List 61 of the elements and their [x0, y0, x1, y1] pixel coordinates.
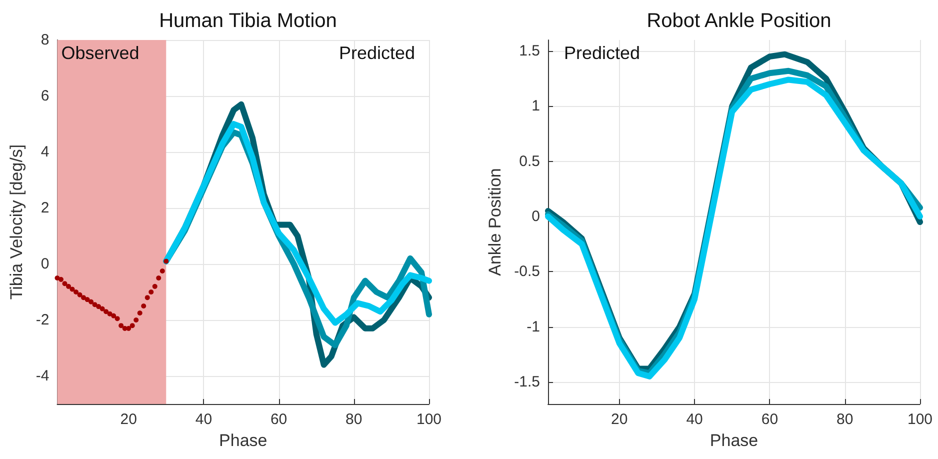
x-tick-label: 80	[346, 411, 362, 428]
point	[58, 276, 64, 282]
y-tick-label: 8	[40, 32, 50, 48]
point	[130, 323, 135, 328]
point	[70, 286, 75, 292]
x-tick-label: 20	[611, 411, 628, 428]
y-tick-label: -4	[36, 368, 50, 384]
chart-title: Robot Ankle Position	[646, 10, 832, 32]
y-tick-label: 1.5	[519, 42, 540, 60]
point	[81, 295, 86, 300]
point	[148, 290, 154, 294]
point	[74, 290, 79, 294]
y-tick-label: 0	[40, 256, 50, 272]
x-tick-label: 20	[120, 411, 137, 428]
x-tick-label: 60	[270, 411, 288, 428]
chart-title: Human Tibia Motion	[159, 10, 337, 32]
point	[66, 284, 72, 289]
point	[152, 284, 158, 289]
point	[62, 281, 68, 286]
y-tick-label: 0.5	[519, 152, 540, 170]
point	[164, 258, 169, 264]
point	[160, 268, 165, 274]
x-axis-title: Phase	[710, 430, 758, 450]
point	[54, 276, 60, 280]
point	[114, 316, 120, 322]
point	[100, 306, 105, 312]
point	[118, 323, 124, 328]
y-tick-label: 0	[532, 208, 540, 225]
point	[92, 302, 98, 308]
x-tick-label: 100	[416, 411, 442, 428]
point	[88, 299, 94, 304]
point	[141, 304, 146, 308]
y-axis-title: Tibia Velocity [deg/s]	[7, 144, 26, 300]
y-tick-label: -0.5	[514, 263, 540, 280]
point	[111, 313, 116, 318]
y-tick-label: 6	[40, 88, 50, 104]
x-tick-label: 40	[195, 411, 212, 428]
y-tick-label: 1	[532, 98, 540, 115]
annotation: Predicted	[338, 43, 416, 63]
point	[126, 326, 132, 331]
point	[104, 309, 109, 314]
point	[144, 295, 150, 300]
point	[137, 310, 142, 316]
x-tick-label: 80	[836, 411, 854, 428]
y-axis-title: Ankle Position	[485, 168, 504, 276]
point	[156, 276, 162, 280]
x-tick-label: 60	[761, 411, 778, 428]
y-tick-label: -2	[36, 312, 50, 328]
x-axis-title: Phase	[219, 430, 268, 450]
y-tick-label: -1	[526, 318, 540, 336]
point	[134, 318, 139, 322]
band-label: Observed	[61, 43, 140, 63]
y-tick-label: -1.5	[514, 373, 540, 390]
y-tick-label: 2	[40, 200, 50, 216]
point	[96, 304, 102, 310]
point	[84, 297, 90, 302]
x-tick-label: 40	[686, 411, 703, 428]
point	[77, 292, 82, 298]
x-tick-label: 100	[907, 411, 933, 428]
annotation: Predicted	[564, 43, 640, 63]
y-tick-label: 4	[40, 144, 50, 160]
